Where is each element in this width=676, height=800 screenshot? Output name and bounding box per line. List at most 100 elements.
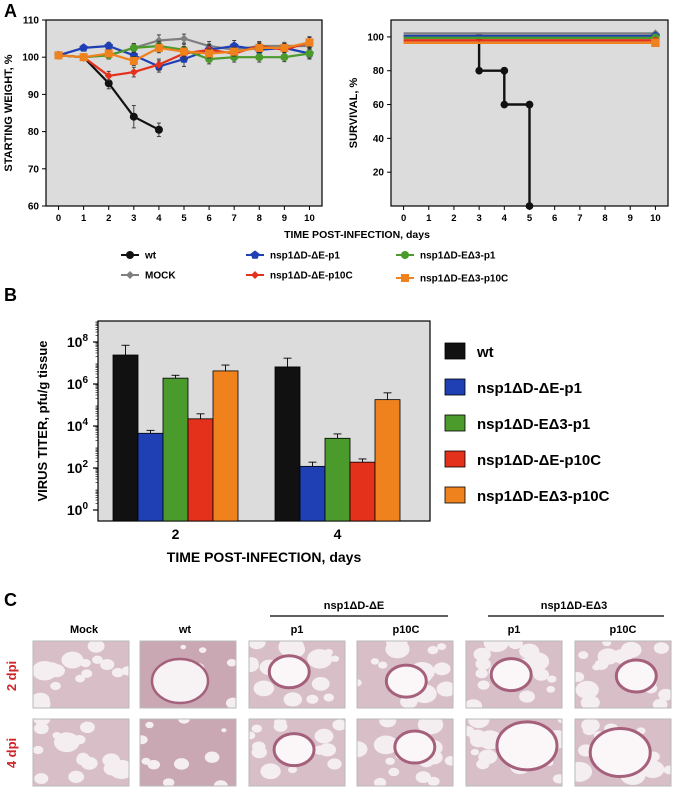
survival-xtick-label: 2 bbox=[451, 213, 456, 224]
survival-xtick-label: 0 bbox=[401, 213, 406, 224]
weight-xtick-label: 5 bbox=[181, 213, 187, 224]
survival-point-wt bbox=[525, 100, 534, 109]
tile-alveolus bbox=[620, 641, 642, 658]
legend-a: wt MOCK nsp1ΔD-ΔE-p1 nsp1ΔD-ΔE-p10C nsp1ΔD-E… bbox=[121, 250, 508, 285]
tile-alveolus bbox=[53, 732, 80, 753]
legend-b-item: nsp1ΔD-ΔE-p10C bbox=[444, 450, 601, 469]
histology-tile bbox=[139, 718, 237, 787]
legend-a-marker bbox=[401, 251, 409, 259]
tile-content bbox=[357, 641, 453, 708]
legend-b-label: wt bbox=[476, 344, 494, 361]
tile-alveolus bbox=[663, 765, 671, 775]
weight-point-de3_p10c bbox=[280, 43, 289, 52]
weight-point-de3_p1 bbox=[305, 49, 314, 58]
panel-label-a: A bbox=[4, 1, 17, 21]
weight-point-mock bbox=[180, 34, 188, 43]
tile-alveolus bbox=[580, 695, 600, 708]
tile-alveolus bbox=[379, 719, 397, 728]
legend-a-label: nsp1ΔD-EΔ3-p10C bbox=[420, 274, 508, 285]
weight-point-de3_p10c bbox=[79, 53, 88, 62]
tile-alveolus bbox=[602, 641, 612, 647]
legend-b-swatch bbox=[444, 378, 466, 396]
weight-point-de3_p10c bbox=[154, 43, 163, 52]
titer-bar-de3_p10c bbox=[374, 399, 401, 522]
weight-point-de3_p10c bbox=[230, 47, 239, 56]
titer-bar-wt bbox=[112, 354, 139, 522]
panel-label-c: C bbox=[4, 590, 17, 610]
tile-alveolus bbox=[357, 679, 362, 687]
titer-bar-de_p1 bbox=[137, 432, 164, 522]
tile-alveolus bbox=[547, 675, 557, 683]
survival-ytick-label: 100 bbox=[367, 32, 384, 43]
legend-a-label: wt bbox=[144, 251, 157, 262]
col-header-de-p10c: p10C bbox=[393, 624, 420, 636]
tile-alveolus bbox=[519, 690, 535, 703]
weight-xtick-label: 6 bbox=[206, 213, 211, 224]
tile-border bbox=[356, 640, 454, 709]
titer-bar-de3_p1 bbox=[162, 377, 189, 522]
survival-xtick-label: 3 bbox=[476, 213, 481, 224]
tile-alveolus bbox=[198, 647, 207, 654]
tile-alveolus bbox=[100, 659, 115, 671]
survival-xtick-label: 4 bbox=[502, 213, 508, 224]
titer-xtick-label: 4 bbox=[334, 526, 342, 542]
weight-point-de_p10c bbox=[129, 68, 138, 77]
weight-point-de3_p10c bbox=[305, 38, 314, 47]
tile-alveolus bbox=[378, 661, 388, 669]
tile-alveolus bbox=[357, 741, 368, 758]
tile-alveolus bbox=[311, 677, 330, 691]
legend-b-item: wt bbox=[444, 342, 494, 361]
tile-alveolus bbox=[314, 728, 334, 744]
tile-alveolus bbox=[323, 693, 334, 702]
tile-alveolus bbox=[249, 731, 256, 740]
tile-alveolus bbox=[417, 719, 444, 735]
tile-alveolus bbox=[575, 761, 593, 782]
legend-a-item: wt bbox=[121, 251, 157, 262]
tile-alveolus bbox=[385, 641, 410, 659]
tile-border bbox=[465, 718, 563, 787]
legend-b-item: nsp1ΔD-EΔ3-p10C bbox=[444, 486, 610, 505]
group-header-de3: nsp1ΔD-EΔ3 bbox=[541, 600, 608, 612]
survival-point-wt bbox=[525, 202, 534, 210]
tile-alveolus bbox=[546, 686, 556, 693]
legend-a-item: nsp1ΔD-EΔ3-p10C bbox=[396, 274, 508, 285]
tile-content bbox=[33, 641, 129, 708]
weight-xtick-label: 4 bbox=[156, 213, 162, 224]
tile-alveolus bbox=[427, 646, 439, 655]
weight-point-de_p10c bbox=[154, 60, 163, 69]
weight-point-de3_p1 bbox=[280, 53, 289, 62]
survival-xtick-label: 9 bbox=[628, 213, 633, 224]
tile-alveolus bbox=[437, 643, 447, 651]
legend-b-swatch bbox=[444, 342, 466, 360]
weight-xtick-label: 0 bbox=[56, 213, 61, 224]
legend-a-marker bbox=[126, 271, 134, 279]
histology-tile bbox=[32, 718, 130, 787]
legend-a-item: nsp1ΔD-EΔ3-p1 bbox=[396, 251, 496, 262]
tile-alveolus bbox=[415, 771, 431, 784]
legend-b-swatch bbox=[444, 414, 466, 432]
tile-alveolus bbox=[273, 721, 288, 732]
weight-point-de3_p10c bbox=[255, 43, 264, 52]
weight-y-axis-label: STARTING WEIGHT, % bbox=[3, 54, 15, 171]
weight-point-de3_p10c bbox=[54, 51, 63, 60]
survival-xtick-label: 7 bbox=[577, 213, 582, 224]
tile-alveolus bbox=[327, 758, 342, 770]
tile-alveolus bbox=[263, 764, 274, 772]
titer-bar-wt bbox=[274, 366, 301, 522]
legend-b-item: nsp1ΔD-EΔ3-p1 bbox=[444, 414, 590, 433]
col-header-mock: Mock bbox=[70, 624, 99, 636]
tile-alveolus bbox=[477, 680, 490, 690]
histology-tile bbox=[574, 718, 672, 787]
tile-alveolus bbox=[249, 641, 266, 650]
titer-ytick-label: 104 bbox=[67, 417, 89, 434]
survival-y-axis-label: SURVIVAL, % bbox=[348, 78, 360, 149]
tile-alveolus bbox=[385, 757, 395, 765]
tile-border bbox=[574, 640, 672, 709]
tile-content bbox=[249, 719, 345, 786]
tile-alveolus bbox=[313, 745, 327, 755]
titer-ytick-label: 102 bbox=[67, 459, 89, 476]
col-header-wt: wt bbox=[178, 624, 192, 636]
tile-alveolus bbox=[306, 694, 319, 704]
tile-alveolus bbox=[225, 697, 236, 708]
